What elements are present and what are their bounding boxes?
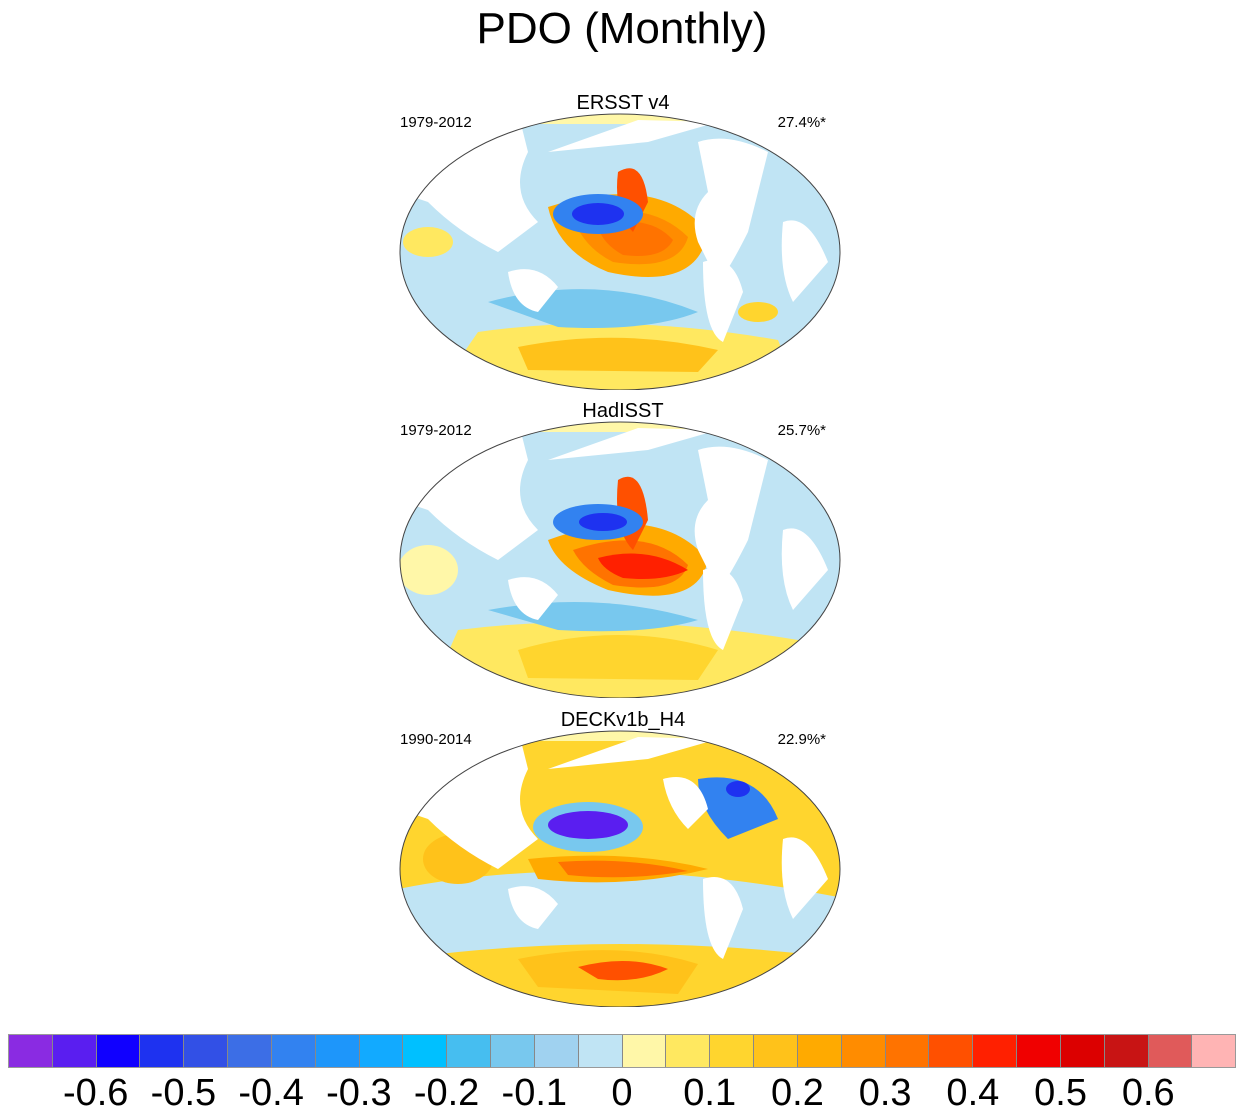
colorbar-swatch (1060, 1035, 1105, 1067)
colorbar-tick-label: 0.6 (1121, 1072, 1175, 1114)
colorbar-swatch (359, 1035, 404, 1067)
colorbar-tick-label: -0.3 (326, 1072, 392, 1114)
colorbar (8, 1034, 1236, 1068)
colorbar-swatch (841, 1035, 886, 1067)
colorbar-swatch (271, 1035, 316, 1067)
colorbar-swatch (315, 1035, 360, 1067)
colorbar-tick-label: 0 (611, 1072, 633, 1114)
panel-period: 1979-2012 (400, 114, 472, 131)
colorbar-tick-label: -0.6 (62, 1072, 129, 1114)
colorbar-swatch (184, 1035, 229, 1067)
colorbar-tick-label: 0.4 (946, 1072, 1000, 1114)
colorbar-swatch (1192, 1035, 1236, 1067)
colorbar-swatch (403, 1035, 448, 1067)
panel-title: DECKv1b_H4 (560, 709, 686, 731)
panel-title: HadISST (582, 400, 664, 422)
panel-variance: 27.4%* (777, 114, 826, 131)
colorbar-tick-label: -0.2 (413, 1072, 480, 1114)
colorbar-tick-label: 0.5 (1034, 1072, 1087, 1114)
colorbar-tick-label: -0.1 (501, 1072, 568, 1114)
panel-variance: 22.9%* (777, 731, 826, 748)
colorbar-swatch (885, 1035, 930, 1067)
pdo-map-hadisst (399, 421, 841, 698)
colorbar-swatch (447, 1035, 492, 1067)
pdo-map-ersst (399, 113, 841, 390)
colorbar-swatch (754, 1035, 798, 1067)
pdo-map-deck (399, 730, 841, 1007)
figure-title: PDO (Monthly) (476, 4, 768, 53)
colorbar-swatch (1104, 1035, 1149, 1067)
colorbar-swatch (52, 1035, 97, 1067)
panel-variance: 25.7%* (777, 422, 826, 439)
colorbar-tick-labels: -0.6 -0.5 -0.4 -0.3 -0.2 -0.1 0 0.1 0.2 0.3 0.4 0.5… (0, 1072, 1244, 1116)
colorbar-swatch (797, 1035, 842, 1067)
colorbar-swatch (666, 1035, 711, 1067)
colorbar-tick-label: 0.1 (683, 1072, 737, 1114)
colorbar-swatch (96, 1035, 141, 1067)
colorbar-swatch (622, 1035, 667, 1067)
colorbar-swatch (140, 1035, 185, 1067)
colorbar-swatch (1017, 1035, 1061, 1067)
panel-title: ERSST v4 (576, 92, 670, 114)
colorbar-tick-label: 0.3 (858, 1072, 912, 1114)
colorbar-swatch (973, 1035, 1018, 1067)
panel-period: 1979-2012 (400, 422, 472, 439)
colorbar-swatch (491, 1035, 535, 1067)
colorbar-swatch (578, 1035, 623, 1067)
colorbar-swatch (710, 1035, 755, 1067)
colorbar-swatch (9, 1035, 53, 1067)
colorbar-tick-label: -0.4 (238, 1072, 304, 1114)
colorbar-swatch (929, 1035, 974, 1067)
colorbar-tick-label: -0.5 (150, 1072, 217, 1114)
colorbar-swatch (534, 1035, 579, 1067)
colorbar-swatch (228, 1035, 272, 1067)
colorbar-swatch (1148, 1035, 1193, 1067)
panel-period: 1990-2014 (400, 731, 472, 748)
colorbar-tick-label: 0.2 (771, 1072, 824, 1114)
